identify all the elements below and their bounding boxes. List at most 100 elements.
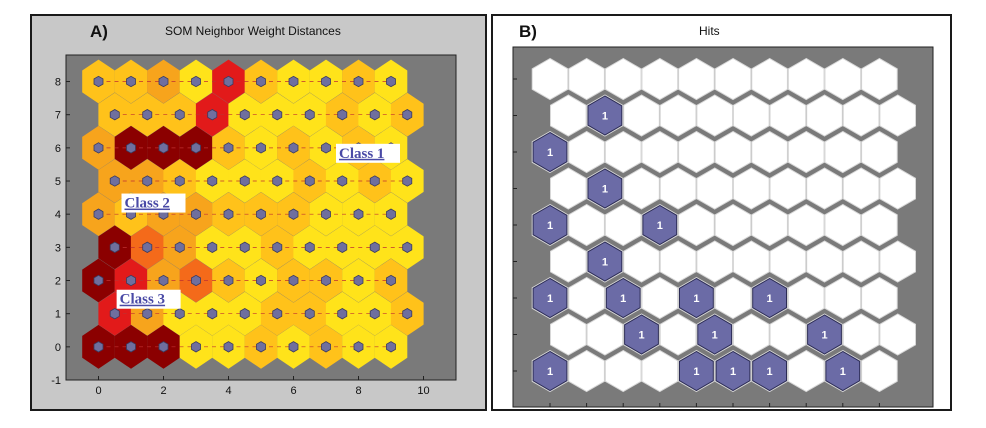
hit-cell [752, 350, 787, 392]
y-tick-label: 1 [55, 309, 61, 321]
y-tick-label: 0 [55, 342, 61, 354]
hit-count-label: 1 [547, 293, 553, 305]
y-tick-label: -1 [51, 375, 61, 387]
hits-title: Hits [699, 24, 720, 38]
hit-count-label: 1 [547, 366, 553, 378]
hex-cell [641, 276, 679, 320]
neuron-marker [174, 308, 185, 320]
hex-cell [879, 240, 916, 283]
hex-cell [733, 94, 770, 137]
hex-cell [733, 313, 770, 356]
hit-cell [642, 204, 678, 246]
neuron-marker [402, 308, 413, 320]
hex-cell [568, 203, 605, 247]
neuron-marker [174, 175, 185, 187]
neuron-marker [304, 175, 315, 187]
neuron-marker [174, 109, 185, 121]
hit-count-label: 1 [730, 366, 736, 378]
neuron-marker [353, 274, 364, 287]
neuron-marker [304, 109, 315, 121]
neuron-marker [337, 109, 348, 121]
neuron-marker [353, 208, 364, 220]
hit-count-label: 1 [693, 293, 699, 305]
y-tick-label: 4 [55, 209, 61, 221]
neuron-marker [288, 274, 299, 287]
neuron-marker [304, 241, 315, 253]
som-distance-plot: 0 2 4 6 8 10 -1 0 1 2 3 4 5 6 7 8 Class 1 Class 2 Class 3 [51, 54, 457, 397]
hex-cell [842, 167, 880, 210]
hex-cell [842, 313, 880, 356]
neuron-marker [256, 75, 266, 88]
hit-count-label: 1 [602, 257, 608, 269]
hex-cell [769, 240, 807, 283]
hit-cell [532, 204, 568, 246]
neuron-marker [142, 109, 153, 121]
hex-cell [604, 57, 642, 101]
hit-count-label: 1 [693, 366, 699, 378]
neuron-marker [207, 308, 218, 320]
hex-cell [623, 240, 660, 283]
hit-cell [752, 277, 787, 319]
panel-a: A) SOM Neighbor Weight Distances 0 2 4 6 8 10… [30, 14, 487, 411]
neuron-marker [288, 208, 299, 220]
hex-cell [824, 203, 862, 247]
hit-count-label: 1 [602, 111, 608, 123]
hit-cell [532, 350, 568, 392]
som-distance-title: SOM Neighbor Weight Distances [165, 24, 341, 38]
y-tick-label: 3 [55, 242, 61, 254]
hit-count-label: 1 [547, 220, 553, 232]
hit-count-label: 1 [767, 293, 773, 305]
neuron-marker [239, 308, 250, 320]
hex-cell [806, 240, 843, 283]
neuron-marker [256, 142, 266, 154]
hit-cell [679, 277, 714, 319]
hex-cell [568, 276, 605, 320]
hex-cell [696, 240, 733, 283]
neuron-marker [142, 308, 153, 320]
hex-cell [696, 94, 733, 137]
neuron-marker [321, 208, 331, 220]
neuron-marker [174, 241, 185, 253]
hex-cell [604, 203, 642, 247]
y-tick-label: 8 [55, 77, 61, 89]
neuron-marker [337, 175, 348, 187]
neuron-marker [142, 241, 153, 253]
hex-cell [879, 94, 916, 137]
neuron-marker [158, 142, 169, 154]
hex-cell [714, 276, 752, 320]
neuron-marker [93, 208, 104, 220]
neuron-marker [272, 109, 283, 121]
neuron-marker [191, 208, 201, 220]
neuron-marker [321, 274, 331, 287]
neuron-marker [109, 109, 120, 121]
neuron-marker [386, 208, 396, 220]
neuron-marker [223, 75, 234, 88]
hex-cell [550, 240, 587, 283]
neuron-marker [272, 241, 283, 253]
hex-cell [641, 57, 679, 101]
neuron-marker [272, 308, 283, 320]
class-label-bg [121, 193, 186, 213]
hit-cell [679, 350, 714, 392]
neuron-marker [142, 175, 153, 187]
hex-cell [787, 203, 825, 247]
class-label: Class 1 [339, 146, 384, 162]
hit-cell [605, 277, 641, 319]
hit-cell [624, 314, 659, 355]
neuron-marker [337, 308, 348, 320]
neuron-marker [93, 142, 104, 154]
hex-cell [733, 240, 770, 283]
neuron-marker [369, 175, 380, 187]
hex-cell [824, 276, 862, 320]
hits-plot: 1 1 1 1 1 1 1 1 1 1 1 1 1 1 1 1 1 1 [512, 46, 934, 408]
hit-cell [825, 350, 861, 392]
neuron-marker [191, 142, 201, 154]
neuron-marker [158, 75, 169, 88]
neuron-marker [256, 208, 266, 220]
hex-cell [550, 313, 587, 356]
x-tick-label: 6 [290, 385, 296, 397]
hit-count-label: 1 [547, 147, 553, 159]
neuron-marker [304, 308, 315, 320]
neuron-marker [223, 274, 234, 287]
class-label-bg [116, 289, 181, 309]
